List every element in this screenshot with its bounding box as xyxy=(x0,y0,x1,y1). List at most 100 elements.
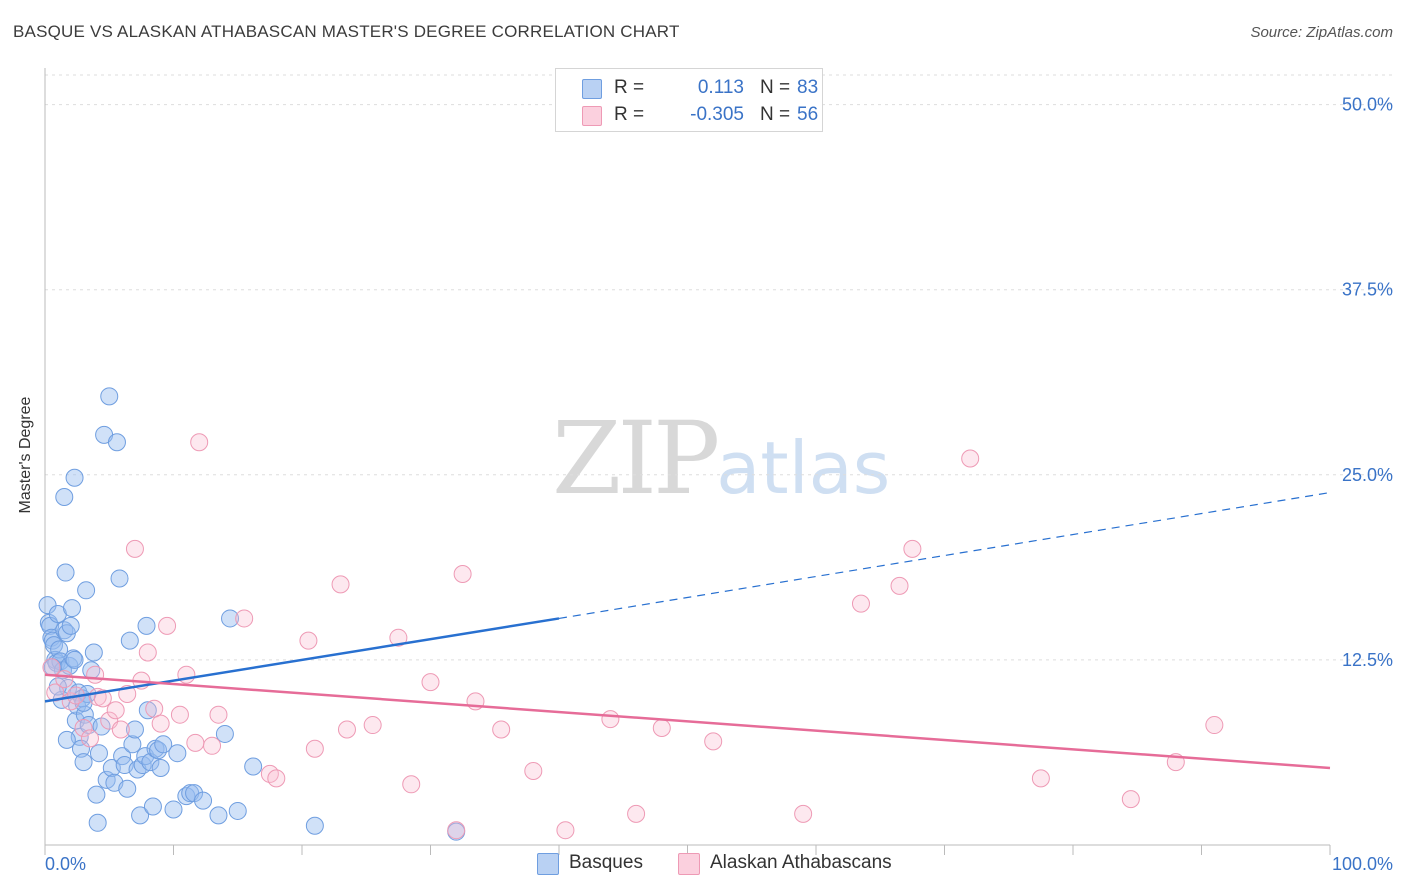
athabascans-point xyxy=(652,719,671,738)
athabascans-point xyxy=(190,433,209,452)
athabascans-point xyxy=(903,539,922,558)
athabascans-point xyxy=(421,673,440,692)
athabascans-point xyxy=(492,720,511,739)
legend-r-value: -0.305 xyxy=(690,104,744,125)
basques-point xyxy=(118,779,137,798)
legend-n-value: 83 xyxy=(797,77,819,98)
y-tick-label: 37.5% xyxy=(1342,280,1393,300)
athabascans-point xyxy=(125,539,144,558)
y-tick-label: 12.5% xyxy=(1342,650,1393,670)
basques-point xyxy=(151,759,170,777)
basques-point xyxy=(131,806,150,825)
athabascans-point xyxy=(402,775,421,794)
basques-point xyxy=(123,735,142,754)
legend-label: Alaskan Athabascans xyxy=(710,852,892,873)
basques-point xyxy=(65,650,84,669)
y-tick-label: 25.0% xyxy=(1342,465,1393,485)
x-tick-label: 0.0% xyxy=(45,854,86,874)
basques-point xyxy=(138,701,157,720)
basques-point xyxy=(244,757,263,776)
watermark-atlas: atlas xyxy=(716,426,891,510)
athabascans-point xyxy=(74,719,93,738)
y-tick-label: 50.0% xyxy=(1342,95,1393,115)
basques-point xyxy=(84,643,103,662)
basques-point xyxy=(168,744,187,763)
athabascans-point xyxy=(337,720,356,739)
basques-point xyxy=(65,468,84,487)
basques-point xyxy=(120,631,139,650)
basques-point xyxy=(38,596,57,615)
basques-point xyxy=(64,649,83,668)
basques-swatch xyxy=(582,79,602,99)
athabascans-point xyxy=(794,804,813,823)
athabascans-point xyxy=(170,705,189,724)
basques-point xyxy=(164,800,183,819)
athabascans-trend-line xyxy=(44,673,1331,770)
athabascans-point xyxy=(363,716,382,735)
watermark: ZIPatlas xyxy=(552,400,890,517)
athabascans-point xyxy=(46,683,65,702)
x-tick-label: 100.0% xyxy=(1332,854,1393,874)
athabascans-point xyxy=(138,643,157,662)
athabascans-point xyxy=(106,701,125,720)
basques-point xyxy=(100,387,119,406)
basques-point xyxy=(228,801,247,820)
athabascans-point xyxy=(80,729,99,748)
basques-trend-line xyxy=(44,617,560,703)
athabascans-point xyxy=(1121,790,1140,809)
athabascans-point xyxy=(93,689,112,708)
athabascans-point xyxy=(158,616,177,635)
athabascans-point xyxy=(305,739,324,758)
athabascans-point xyxy=(1031,769,1050,788)
athabascans-point xyxy=(145,699,164,718)
chart-title: BASQUE VS ALASKAN ATHABASCAN MASTER'S DE… xyxy=(13,22,680,41)
athabascans-swatch xyxy=(582,106,602,126)
athabascans-point xyxy=(556,821,575,840)
basques-point xyxy=(143,797,162,816)
athabascans-point xyxy=(186,733,205,752)
athabascans-point xyxy=(524,761,543,780)
source-credit: Source: ZipAtlas.com xyxy=(1250,24,1393,41)
basques-point xyxy=(89,744,108,763)
y-axis-label: Master's Degree xyxy=(17,396,34,514)
legend-n-label: N = xyxy=(760,77,791,98)
basques-point xyxy=(110,569,129,588)
basques-point xyxy=(77,581,96,600)
athabascans-point xyxy=(890,576,909,595)
athabascans-point xyxy=(235,609,254,628)
basques-point xyxy=(137,616,156,635)
athabascans-point xyxy=(267,769,286,788)
basques-point xyxy=(57,730,76,749)
athabascans-point xyxy=(601,710,620,729)
athabascans-point xyxy=(331,575,350,594)
basques-point xyxy=(74,753,93,772)
legend-n-label: N = xyxy=(760,104,791,125)
basques-swatch xyxy=(537,853,559,875)
basques-point xyxy=(215,724,234,743)
basques-point xyxy=(305,816,324,835)
basques-point xyxy=(56,563,75,582)
athabascans-point xyxy=(42,658,61,677)
basques-point xyxy=(154,735,173,754)
athabascans-point xyxy=(55,670,74,689)
basques-point xyxy=(88,813,107,832)
legend-r-label: R = xyxy=(614,104,645,125)
basques-point xyxy=(87,785,106,804)
athabascans-point xyxy=(86,665,105,684)
athabascans-point xyxy=(299,631,318,650)
athabascans-point xyxy=(203,736,222,755)
basques-point xyxy=(209,806,228,825)
basques-trend-extension xyxy=(558,491,1331,620)
basques-point xyxy=(185,784,204,803)
athabascans-point xyxy=(111,720,130,739)
basques-point xyxy=(125,720,144,739)
athabascans-point xyxy=(1205,716,1224,735)
watermark-zip: ZIP xyxy=(552,400,720,517)
athabascans-point xyxy=(961,449,980,468)
basques-point xyxy=(62,599,81,618)
athabascans-point xyxy=(627,804,646,823)
athabascans-point xyxy=(447,821,466,840)
athabascans-point xyxy=(704,732,723,751)
athabascans-point xyxy=(209,705,228,724)
